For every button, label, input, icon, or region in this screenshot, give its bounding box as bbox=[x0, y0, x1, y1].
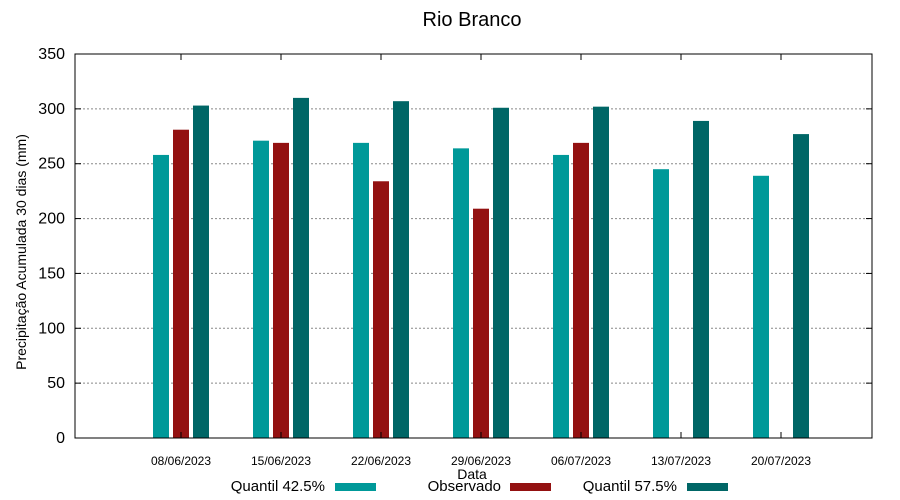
y-axis: 0 50 100 150 200 250 300 350 bbox=[38, 46, 872, 447]
bar-quantil-42-5--4 bbox=[553, 154, 569, 439]
x-axis-label: Data bbox=[457, 466, 487, 482]
y-tick-label: 100 bbox=[38, 320, 65, 337]
bars bbox=[153, 97, 809, 439]
bar-quantil-42-5--1 bbox=[253, 140, 269, 438]
bar-quantil-57-5--2 bbox=[393, 101, 409, 439]
x-tick-label: 06/07/2023 bbox=[551, 454, 611, 468]
bar-quantil-42-5--0 bbox=[153, 154, 169, 439]
bar-quantil-42-5--5 bbox=[653, 169, 669, 438]
legend-swatch bbox=[687, 483, 728, 491]
bar-quantil-57-5--3 bbox=[493, 107, 509, 438]
legend-swatch bbox=[510, 483, 551, 491]
chart-title: Rio Branco bbox=[423, 9, 522, 31]
bar-quantil-57-5--4 bbox=[593, 106, 609, 439]
legend-label: Quantil 57.5% bbox=[583, 478, 677, 495]
bar-quantil-57-5--1 bbox=[293, 97, 309, 438]
y-tick-label: 300 bbox=[38, 101, 65, 118]
x-tick-label: 20/07/2023 bbox=[751, 454, 811, 468]
bar-quantil-42-5--3 bbox=[453, 148, 469, 438]
plot-frame bbox=[74, 53, 873, 439]
bar-observado-2 bbox=[373, 181, 389, 439]
legend-label: Quantil 42.5% bbox=[231, 478, 325, 495]
x-tick-label: 13/07/2023 bbox=[651, 454, 711, 468]
y-tick-label: 150 bbox=[38, 265, 65, 282]
y-tick-label: 350 bbox=[38, 46, 65, 63]
y-tick-label: 50 bbox=[47, 375, 65, 392]
x-axis: 08/06/2023 15/06/2023 22/06/2023 29/06/2023… bbox=[151, 54, 811, 468]
bar-observado-0 bbox=[173, 129, 189, 438]
y-axis-label: Precipitação Acumulada 30 dias (mm) bbox=[13, 134, 29, 370]
x-tick-label: 15/06/2023 bbox=[251, 454, 311, 468]
x-tick-label: 29/06/2023 bbox=[451, 454, 511, 468]
bar-quantil-42-5--2 bbox=[353, 142, 369, 438]
x-tick-label: 22/06/2023 bbox=[351, 454, 411, 468]
x-tick-label: 08/06/2023 bbox=[151, 454, 211, 468]
legend-swatch bbox=[335, 483, 376, 491]
bar-quantil-57-5--6 bbox=[793, 134, 809, 438]
bar-quantil-57-5--5 bbox=[693, 120, 709, 438]
bar-quantil-57-5--0 bbox=[193, 105, 209, 439]
bar-observado-1 bbox=[273, 142, 289, 438]
y-tick-label: 0 bbox=[56, 430, 65, 447]
y-tick-label: 200 bbox=[38, 211, 65, 228]
legend: Quantil 42.5% Observado Quantil 57.5% bbox=[231, 478, 728, 495]
bar-quantil-42-5--6 bbox=[753, 175, 769, 439]
legend-label: Observado bbox=[428, 478, 501, 495]
bar-observado-3 bbox=[473, 208, 489, 438]
bar-observado-4 bbox=[573, 142, 589, 438]
y-tick-label: 250 bbox=[38, 156, 65, 173]
